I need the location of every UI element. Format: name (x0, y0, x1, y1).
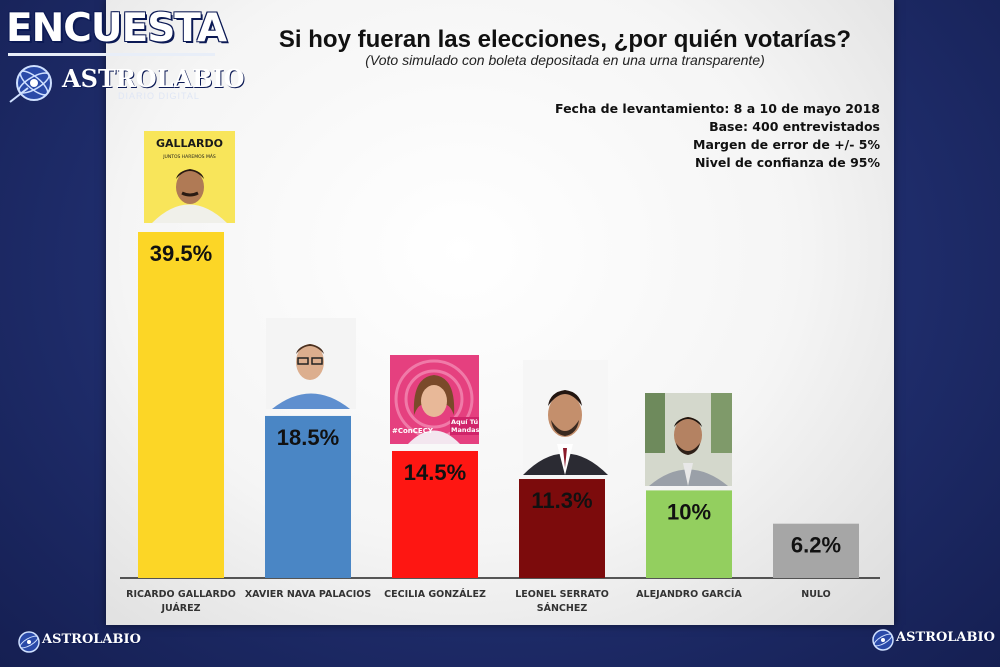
astrolabio-logo-bottom-left: ASTROLABIO (16, 627, 141, 657)
astrolabio-logo-bottom-right: ASTROLABIO (870, 625, 995, 655)
bar-4 (519, 479, 605, 578)
bar-6 (773, 523, 859, 578)
survey-confidence: Nivel de confianza de 95% (694, 155, 880, 170)
gonzalez-slogan-text: Aquí Tú Mandas (450, 417, 479, 435)
astrolabe-icon (872, 629, 894, 651)
portrait-nava (266, 318, 356, 409)
portrait-gallardo (144, 131, 235, 223)
gonzalez-tag-text: #ConCECY (392, 427, 433, 435)
astrolabe-icon (9, 65, 52, 103)
astrolabio-logo: ASTROLABIO DIARIO DIGITAL (8, 60, 245, 106)
value-label-5: 10% (667, 499, 711, 524)
category-label-5: ALEJANDRO GARCÍA (636, 588, 742, 600)
value-label-3: 14.5% (404, 460, 466, 485)
bar-5 (646, 490, 732, 578)
survey-base: Base: 400 entrevistados (709, 119, 880, 134)
gallardo-brand-text: GALLARDO (155, 137, 224, 150)
bars: 39.5% RICARDO GALLARDO JUÁREZ 18.5% XAVIER N… (126, 232, 859, 614)
value-label-2: 18.5% (277, 425, 339, 450)
candidate-photo-nava (266, 318, 356, 409)
chart-subtitle: (Voto simulado con boleta depositada en … (365, 52, 765, 68)
category-label-4: LEONEL SERRATO SÁNCHEZ (515, 589, 609, 614)
logo-name: ASTROLABIO (62, 64, 245, 93)
gallardo-slogan-text: JUNTOS HAREMOS MÁS (163, 155, 216, 160)
logo-name-bottom-left: ASTROLABIO (42, 632, 141, 647)
portrait-serrato (523, 360, 608, 475)
bar-2 (265, 415, 351, 578)
logo-subtitle: DIARIO DIGITAL (118, 91, 200, 101)
candidate-photo-serrato (523, 360, 608, 475)
survey-info: Fecha de levantamiento: 8 a 10 de mayo 2… (555, 100, 880, 172)
category-label-3: CECILIA GONZÁLEZ (384, 588, 486, 600)
chart-title: Si hoy fueran las elecciones, ¿por quién… (278, 26, 852, 53)
survey-date: Fecha de levantamiento: 8 a 10 de mayo 2… (555, 101, 880, 116)
survey-margin: Margen de error de +/- 5% (693, 137, 880, 152)
astrolabe-icon (18, 631, 40, 653)
value-label-1: 39.5% (150, 241, 212, 266)
category-label-6: NULO (801, 589, 830, 600)
bar-3 (392, 450, 478, 578)
brand-underline (8, 53, 215, 56)
value-label-6: 6.2% (791, 533, 841, 558)
value-label-4: 11.3% (531, 488, 592, 513)
candidate-photo-gonzalez: #ConCECY Aquí Tú Mandas (390, 355, 479, 444)
candidate-photo-garcia (645, 393, 732, 486)
logo-name-bottom-right: ASTROLABIO (896, 630, 995, 645)
portrait-garcia (645, 393, 732, 486)
candidate-photo-gallardo: GALLARDO JUNTOS HAREMOS MÁS (144, 131, 235, 223)
bar-1 (138, 232, 224, 578)
brand-title: ENCUESTA (6, 6, 227, 51)
category-label-1: RICARDO GALLARDO JUÁREZ (126, 589, 236, 614)
chart-panel (106, 0, 894, 625)
category-label-2: XAVIER NAVA PALACIOS (245, 589, 371, 600)
